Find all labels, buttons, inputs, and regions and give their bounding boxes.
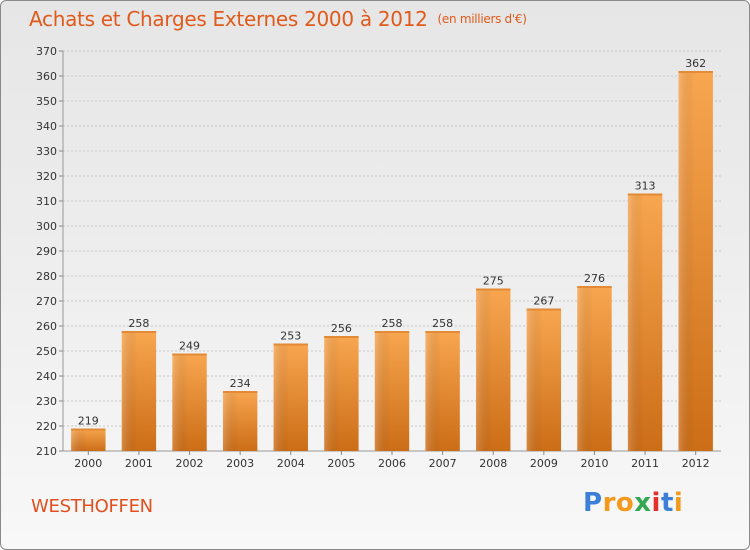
chart-title: Achats et Charges Externes 2000 à 2012 (e…: [29, 7, 527, 31]
bar-top: [324, 336, 359, 338]
proxiti-logo: Proxiti: [583, 488, 683, 518]
bar-highlight: [172, 353, 188, 451]
bar-top: [476, 288, 511, 291]
bar-value-label: 275: [483, 275, 504, 288]
bar-top: [273, 343, 308, 346]
bar-value-label: 256: [331, 322, 352, 335]
chart-title-text: Achats et Charges Externes 2000 à 2012: [29, 7, 428, 31]
logo-letter: P: [583, 488, 603, 518]
bar-highlight: [222, 391, 239, 451]
commune-name: WESTHOFFEN: [31, 496, 153, 517]
y-tick-label: 300: [36, 220, 57, 233]
bar-value-label: 258: [432, 317, 453, 330]
bar-highlight: [577, 286, 593, 451]
logo-letter: r: [602, 488, 616, 518]
logo-letter: i: [651, 488, 661, 518]
x-tick-label: 2011: [631, 457, 659, 470]
y-tick-label: 230: [36, 395, 57, 408]
x-tick-label: 2007: [429, 457, 457, 470]
bar-highlight: [273, 343, 290, 451]
x-tick-label: 2010: [580, 457, 608, 470]
y-tick-label: 310: [36, 195, 57, 208]
bar-value-label: 276: [584, 272, 605, 285]
bar-value-label: 267: [533, 295, 554, 308]
bar-top: [425, 331, 460, 333]
y-tick-label: 220: [36, 420, 57, 433]
bar-highlight: [476, 288, 492, 451]
bar-highlight: [71, 428, 87, 451]
bar-highlight: [627, 193, 644, 451]
bar-value-label: 313: [635, 180, 656, 193]
x-tick-label: 2006: [378, 457, 406, 470]
bar-value-label: 249: [179, 340, 200, 353]
x-tick-label: 2003: [226, 457, 254, 470]
y-tick-label: 370: [36, 45, 57, 58]
x-tick-label: 2000: [74, 457, 102, 470]
y-tick-label: 320: [36, 170, 57, 183]
bars: [71, 71, 713, 451]
y-tick-label: 360: [36, 70, 57, 83]
bar-highlight: [121, 331, 138, 451]
bar-value-label: 234: [230, 377, 251, 390]
x-tick-label: 2001: [125, 457, 153, 470]
bar-highlight: [678, 71, 694, 451]
bar-value-label: 362: [685, 57, 706, 70]
y-tick-label: 340: [36, 120, 57, 133]
y-tick-label: 240: [36, 370, 57, 383]
bar-value-label: 219: [78, 415, 99, 428]
y-tick-label: 210: [36, 445, 57, 458]
y-tick-label: 270: [36, 295, 57, 308]
x-tick-label: 2004: [277, 457, 305, 470]
bar-highlight: [374, 331, 391, 451]
bar-top: [526, 308, 562, 311]
y-tick-label: 250: [36, 345, 57, 358]
x-tick-label: 2012: [682, 457, 710, 470]
logo-letter: x: [634, 488, 652, 518]
bar-highlight: [324, 336, 340, 451]
bar-top: [71, 428, 106, 431]
x-tick-label: 2005: [327, 457, 355, 470]
logo-letter: i: [673, 488, 684, 518]
labels: 219 2000 258 2001 249 2002 234 2003 253 2004 256 20…: [74, 57, 709, 470]
y-tick-label: 330: [36, 145, 57, 158]
logo-letter: t: [660, 488, 674, 518]
chart-subtitle: (en milliers d'€): [437, 12, 527, 26]
bar-top: [121, 331, 157, 333]
y-tick-label: 290: [36, 245, 57, 258]
x-tick-label: 2009: [530, 457, 558, 470]
y-tick-label: 280: [36, 270, 57, 283]
bar-value-label: 258: [382, 317, 403, 330]
bar-value-label: 258: [128, 317, 149, 330]
bar-top: [678, 71, 713, 73]
bar-highlight: [425, 331, 441, 451]
bar-value-label: 253: [280, 330, 301, 343]
x-tick-label: 2008: [479, 457, 507, 470]
bar-top: [374, 331, 410, 333]
y-tick-label: 350: [36, 95, 57, 108]
bar-top: [577, 286, 612, 288]
bar-top: [222, 391, 258, 393]
logo-letter: o: [615, 488, 635, 518]
bar-highlight: [526, 308, 543, 451]
x-tick-label: 2002: [176, 457, 204, 470]
bar-top: [627, 193, 663, 196]
bar-top: [172, 353, 207, 356]
y-tick-label: 260: [36, 320, 57, 333]
